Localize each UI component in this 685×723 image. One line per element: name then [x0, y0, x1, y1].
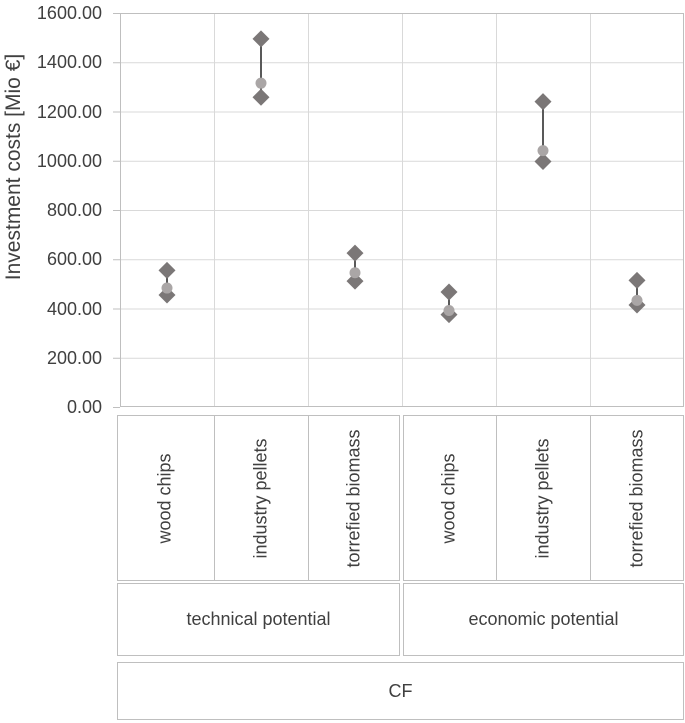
category-cell: industry pellets [214, 415, 308, 581]
mid-circle-marker [537, 145, 549, 157]
mid-circle-marker [255, 77, 267, 89]
high-diamond-marker [158, 261, 176, 279]
high-diamond-marker [534, 93, 552, 111]
category-cell: industry pellets [496, 415, 590, 581]
category-cell: wood chips [117, 415, 214, 581]
y-tick-label: 600.00 [46, 249, 102, 270]
low-diamond-marker [346, 272, 364, 290]
category-cell: wood chips [403, 415, 496, 581]
x-axis-title-border [117, 662, 684, 720]
category-label: industry pellets [532, 437, 553, 559]
category-label: industry pellets [250, 437, 271, 559]
category-label: wood chips [439, 452, 459, 544]
mid-circle-marker [161, 282, 173, 294]
category-cell: torrefied biomass [308, 415, 400, 581]
y-tick-label: 1000.00 [36, 150, 102, 171]
category-label: torrefied biomass [626, 428, 647, 568]
category-row-box [117, 415, 400, 581]
low-diamond-marker [534, 152, 552, 170]
plot-border [120, 13, 684, 407]
high-diamond-marker [346, 244, 364, 262]
high-diamond-marker [440, 283, 458, 301]
mid-circle-marker [349, 267, 361, 279]
category-label: wood chips [155, 452, 175, 544]
y-tick-label: 0.00 [66, 397, 102, 417]
group-row-box [117, 583, 400, 656]
y-tick-label: 1600.00 [36, 3, 102, 23]
x-axis-title: CF [388, 680, 413, 701]
low-diamond-marker [252, 88, 270, 106]
high-diamond-marker [252, 30, 270, 48]
y-tick-label: 1200.00 [36, 101, 102, 122]
y-tick-label: 1400.00 [36, 52, 102, 73]
group-label-technical: technical potential [186, 609, 331, 629]
category-label: torrefied biomass [343, 428, 364, 568]
mid-circle-marker [631, 294, 643, 306]
x-axis-title-box: CF [117, 662, 684, 720]
category-cell: torrefied biomass [590, 415, 684, 581]
category-row-box [403, 415, 684, 581]
y-tick-label: 800.00 [46, 200, 102, 220]
group-row-box [403, 583, 684, 656]
y-tick-label: 400.00 [46, 298, 102, 319]
high-diamond-marker [628, 271, 646, 289]
y-tick-label: 200.00 [46, 347, 102, 368]
group-label-economic: economic potential [468, 609, 619, 629]
mid-circle-marker [443, 304, 455, 316]
